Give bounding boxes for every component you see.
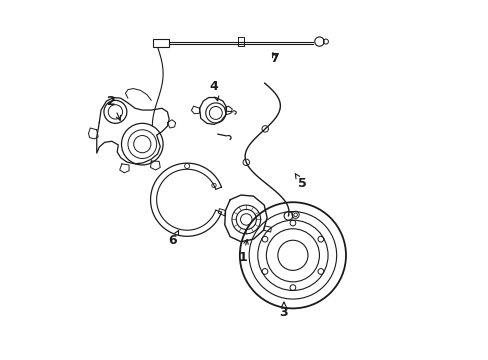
Bar (153, 39, 169, 47)
Text: 6: 6 (168, 230, 178, 247)
Text: 2: 2 (107, 95, 120, 120)
Text: 4: 4 (209, 80, 218, 101)
Text: 1: 1 (238, 239, 248, 264)
Text: 5: 5 (295, 174, 305, 190)
Text: 3: 3 (279, 302, 287, 319)
Text: 7: 7 (270, 51, 279, 64)
